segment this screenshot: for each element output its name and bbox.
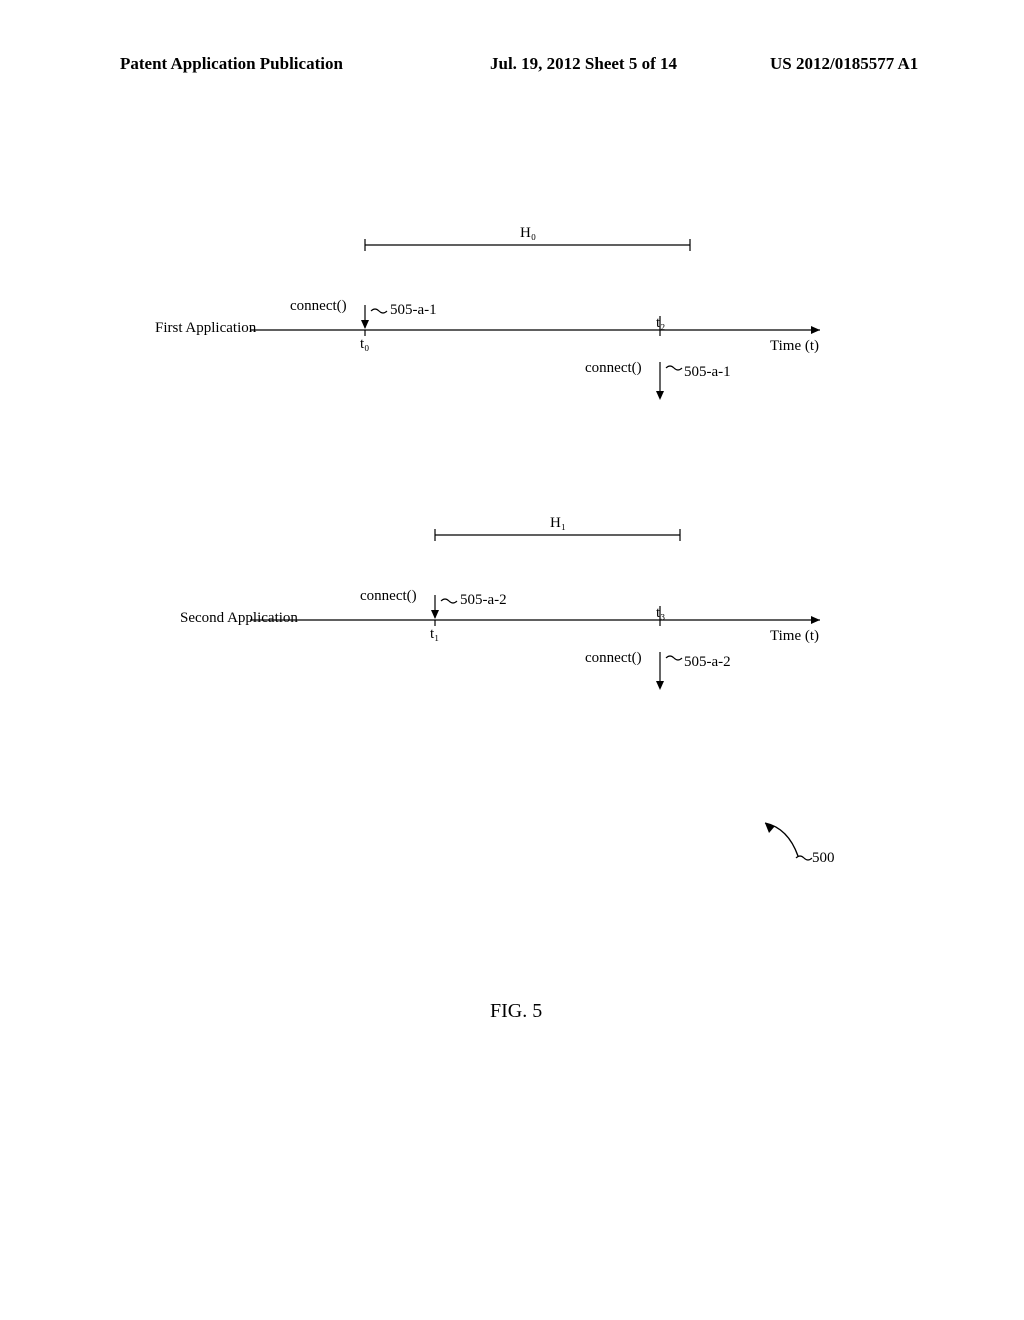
- d1-ref-1: 505-a-1: [390, 302, 437, 319]
- d2-ref-1: 505-a-2: [460, 592, 507, 609]
- second-app-label: Second Application: [180, 610, 298, 627]
- d2-ref-2: 505-a-2: [684, 654, 731, 671]
- d1-connect-1: connect(): [290, 298, 347, 315]
- d1-ref-2: 505-a-1: [684, 364, 731, 381]
- figure-ref-callout: 500: [812, 850, 835, 867]
- d2-t3: t₃: [656, 605, 665, 622]
- d1-bracket-label: H₀: [520, 225, 536, 242]
- d2-time-axis: Time (t): [770, 628, 819, 645]
- d1-time-axis: Time (t): [770, 338, 819, 355]
- d1-connect-2: connect(): [585, 360, 642, 377]
- d1-t2: t₂: [656, 315, 665, 332]
- d2-t1: t₁: [430, 626, 439, 643]
- figure-area: First Application H₀ connect() 505-a-1 t…: [0, 0, 1024, 1320]
- d2-bracket-label: H₁: [550, 515, 566, 532]
- d1-t0: t₀: [360, 336, 369, 353]
- first-app-label: First Application: [155, 320, 256, 337]
- d2-connect-2: connect(): [585, 650, 642, 667]
- d2-connect-1: connect(): [360, 588, 417, 605]
- figure-caption: FIG. 5: [490, 1000, 542, 1023]
- diagram-1-svg: [0, 0, 1024, 1320]
